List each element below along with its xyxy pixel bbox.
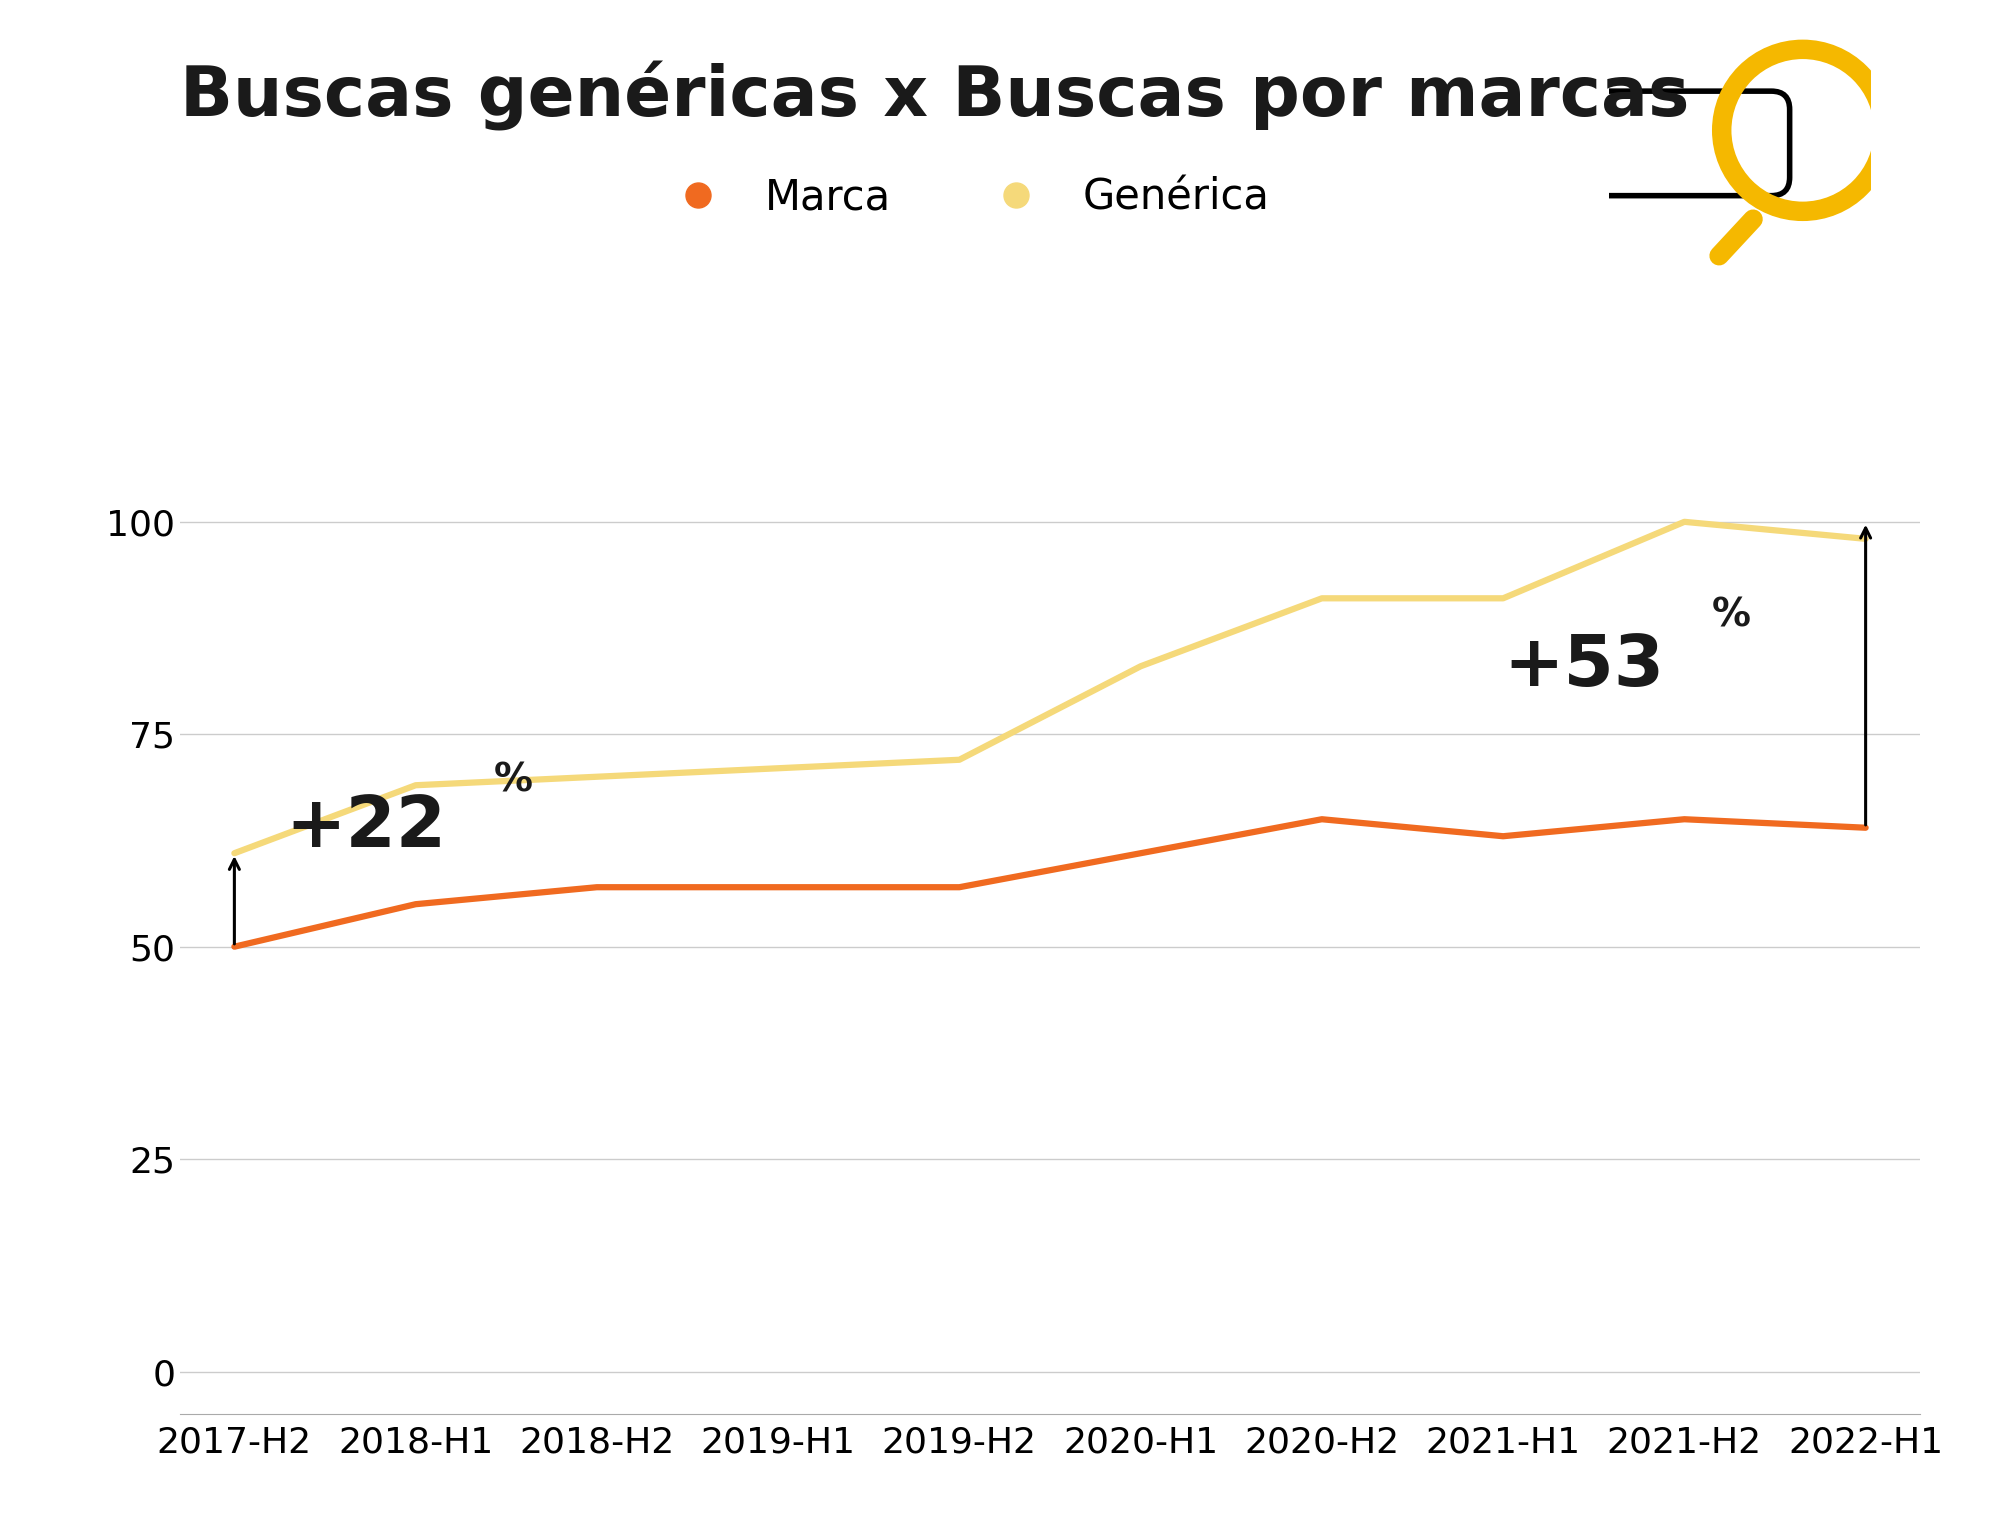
Text: +22: +22 bbox=[286, 793, 446, 862]
Legend: Marca, Genérica: Marca, Genérica bbox=[640, 160, 1286, 235]
Text: %: % bbox=[494, 762, 532, 799]
FancyBboxPatch shape bbox=[1592, 91, 1790, 195]
Text: +53: +53 bbox=[1504, 632, 1664, 701]
Text: Buscas genéricas x Buscas por marcas: Buscas genéricas x Buscas por marcas bbox=[180, 61, 1690, 132]
Text: %: % bbox=[1712, 596, 1750, 635]
